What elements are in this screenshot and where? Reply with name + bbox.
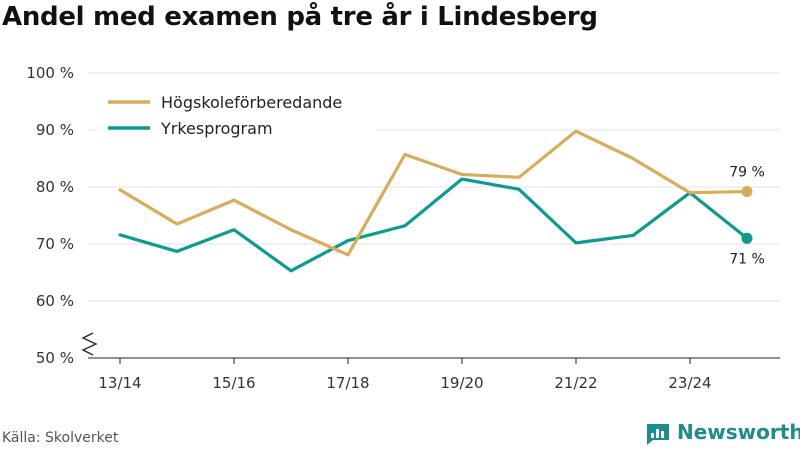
x-tick-label-0: 13/14 [98, 374, 141, 392]
y-tick-label-60: 60 % [36, 292, 74, 310]
legend-label-0: Högskoleförberedande [161, 93, 342, 112]
y-tick-label-100: 100 % [26, 64, 74, 82]
end-marker-1 [741, 232, 753, 244]
series-line-0 [118, 129, 749, 257]
end-label-0: 79 % [729, 165, 765, 181]
end-label-1: 71 % [729, 251, 765, 267]
chart-title: Andel med examen på tre år i Lindesberg [2, 2, 598, 32]
end-markers: 79 % 71 % [729, 165, 765, 268]
axis-break-mark [81, 332, 98, 356]
y-tick-label-70: 70 % [36, 235, 74, 253]
x-tick-label-1: 15/16 [212, 374, 255, 392]
y-axis: 50 % 60 % 70 % 80 % 90 % 100 % [26, 64, 98, 367]
brand-logo: Newsworthy [645, 419, 800, 445]
source-note: Källa: Skolverket [2, 430, 119, 446]
end-marker-0 [741, 186, 753, 198]
legend-backdrop [95, 88, 377, 144]
brand-name: Newsworthy [677, 420, 800, 444]
x-tick-label-4: 21/22 [554, 374, 597, 392]
series-lines [118, 129, 749, 273]
y-tick-label-80: 80 % [36, 178, 74, 196]
x-axis: 13/14 15/16 17/18 19/20 21/22 23/24 [88, 357, 780, 392]
y-tick-label-50: 50 % [36, 349, 74, 367]
line-chart: 50 % 60 % 70 % 80 % 90 % 100 % 13/14 15/16 17/1… [26, 64, 780, 392]
x-tick-label-2: 17/18 [326, 374, 369, 392]
x-tick-label-3: 19/20 [440, 374, 483, 392]
x-tick-label-5: 23/24 [668, 374, 711, 392]
series-line-1 [118, 177, 749, 273]
legend-label-1: Yrkesprogram [160, 119, 273, 138]
newsworthy-logo-icon [647, 424, 669, 445]
legend-background [95, 88, 377, 144]
legend: Högskoleförberedande Yrkesprogram [108, 93, 342, 138]
y-tick-label-90: 90 % [36, 121, 74, 139]
